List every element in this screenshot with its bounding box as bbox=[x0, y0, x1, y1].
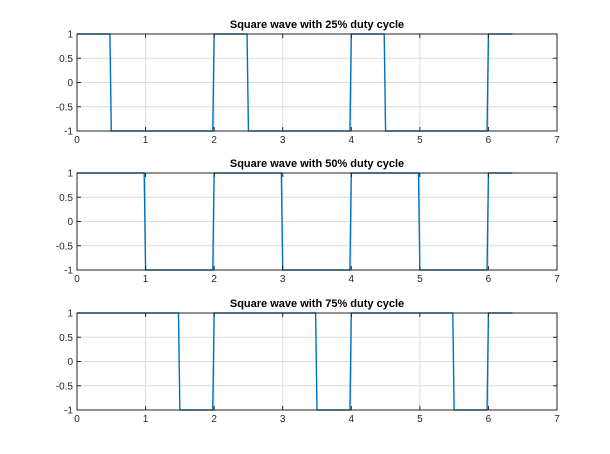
x-tick-label: 5 bbox=[417, 274, 423, 285]
x-tick-label: 1 bbox=[143, 135, 149, 146]
subplot-duty-50: Square wave with 50% duty cycle 0 1 2 3 4 5 6 7… bbox=[56, 158, 560, 285]
x-tick-label: 3 bbox=[280, 135, 286, 146]
y-tick-label: -0.5 bbox=[56, 241, 74, 252]
x-tick-label: 1 bbox=[143, 414, 149, 425]
x-tick-label: 4 bbox=[349, 274, 355, 285]
x-tick-label: 7 bbox=[554, 274, 560, 285]
plot-title: Square wave with 50% duty cycle bbox=[230, 158, 404, 170]
y-tick-label: 0.5 bbox=[59, 54, 73, 65]
x-tick-label: 4 bbox=[349, 135, 355, 146]
x-tick-label: 3 bbox=[280, 274, 286, 285]
plot-title: Square wave with 75% duty cycle bbox=[230, 298, 404, 310]
x-tick-label: 2 bbox=[211, 274, 217, 285]
x-tick-label: 3 bbox=[280, 414, 286, 425]
x-tick-label: 4 bbox=[349, 414, 355, 425]
x-tick-label: 5 bbox=[417, 135, 423, 146]
x-tick-label: 1 bbox=[143, 274, 149, 285]
y-tick-label: 0.5 bbox=[59, 193, 73, 204]
y-tick-label: -1 bbox=[64, 266, 73, 277]
x-tick-label: 2 bbox=[211, 135, 217, 146]
y-tick-label: 1 bbox=[67, 30, 73, 41]
x-tick-label: 2 bbox=[211, 414, 217, 425]
y-tick-label: -1 bbox=[64, 406, 73, 417]
x-tick-label: 0 bbox=[74, 135, 80, 146]
y-tick-label: 1 bbox=[67, 169, 73, 180]
subplot-duty-75: Square wave with 75% duty cycle 0 1 2 3 4 5 6 7… bbox=[56, 298, 560, 425]
y-tick-label: 0.5 bbox=[59, 333, 73, 344]
x-tick-label: 0 bbox=[74, 414, 80, 425]
x-tick-label: 6 bbox=[486, 135, 492, 146]
y-tick-label: 0 bbox=[67, 217, 73, 228]
x-tick-label: 6 bbox=[486, 414, 492, 425]
y-tick-label: 0 bbox=[67, 78, 73, 89]
x-tick-label: 7 bbox=[554, 414, 560, 425]
y-tick-label: 1 bbox=[67, 309, 73, 320]
x-tick-label: 7 bbox=[554, 135, 560, 146]
plot-title: Square wave with 25% duty cycle bbox=[230, 19, 404, 31]
x-tick-label: 5 bbox=[417, 414, 423, 425]
y-tick-label: 0 bbox=[67, 357, 73, 368]
y-tick-label: -0.5 bbox=[56, 381, 74, 392]
y-tick-label: -0.5 bbox=[56, 102, 74, 113]
subplot-duty-25: Square wave with 25% duty cycle 0 1 2 3 4 5 6 7… bbox=[56, 19, 560, 146]
x-tick-label: 0 bbox=[74, 274, 80, 285]
y-tick-label: -1 bbox=[64, 127, 73, 138]
x-tick-label: 6 bbox=[486, 274, 492, 285]
